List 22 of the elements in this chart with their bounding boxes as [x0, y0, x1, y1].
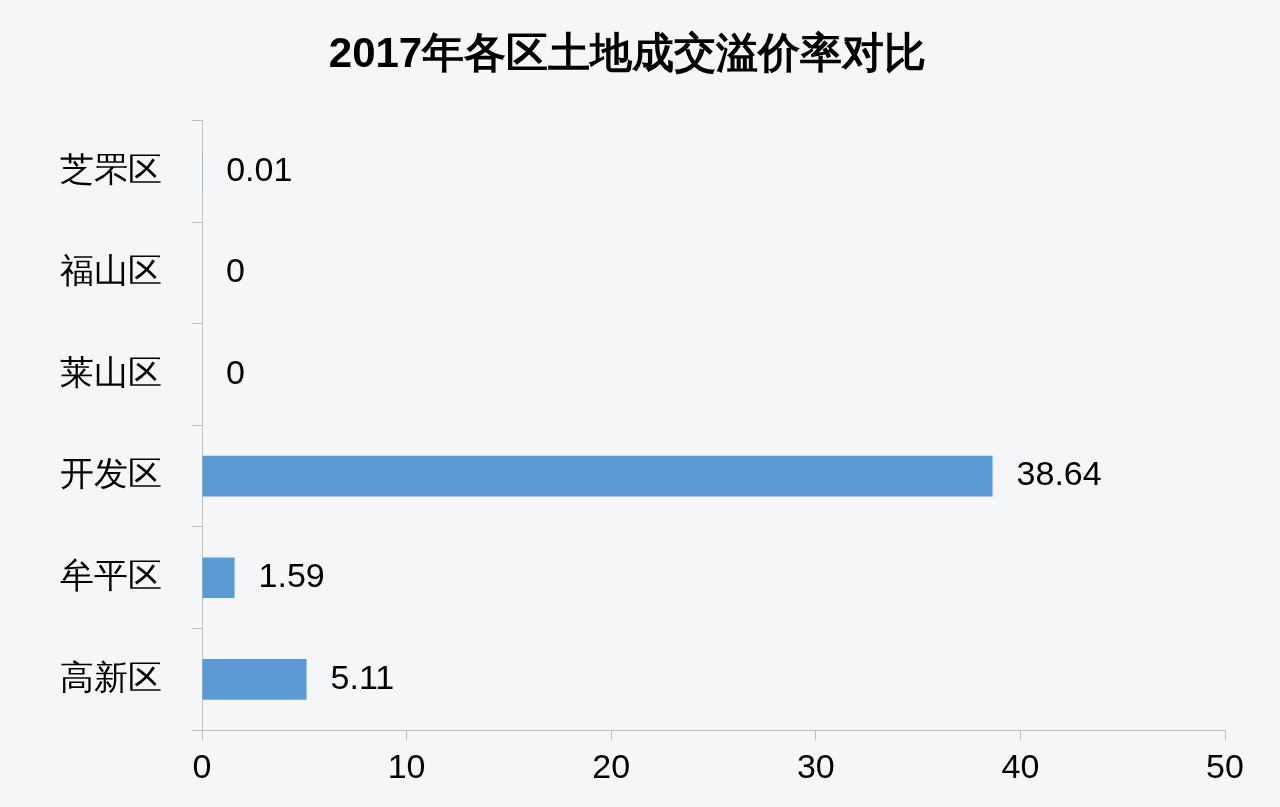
y-tick-label: 莱山区	[60, 352, 162, 391]
bar	[202, 659, 307, 700]
x-tick-label: 10	[387, 746, 426, 785]
x-tick-label: 20	[592, 746, 631, 785]
y-tick-label: 开发区	[60, 454, 162, 493]
data-label: 1.59	[258, 556, 325, 595]
x-tick-label: 40	[1001, 746, 1040, 785]
x-tick-label: 30	[796, 746, 835, 785]
x-tick-label: 50	[1206, 746, 1244, 785]
chart-title: 2017年各区土地成交溢价率对比	[328, 28, 927, 76]
bar	[202, 455, 993, 497]
data-label: 0.01	[226, 149, 293, 188]
bar	[202, 557, 235, 599]
y-tick-label: 高新区	[60, 657, 162, 696]
data-label: 38.64	[1016, 454, 1102, 493]
y-tick-label: 牟平区	[60, 556, 162, 595]
data-label: 5.11	[330, 657, 395, 696]
data-label: 0	[226, 352, 245, 391]
x-tick-label: 0	[192, 746, 212, 785]
y-tick-label: 芝罘区	[60, 149, 162, 188]
data-label: 0	[226, 251, 245, 290]
y-tick-label: 福山区	[60, 251, 162, 290]
